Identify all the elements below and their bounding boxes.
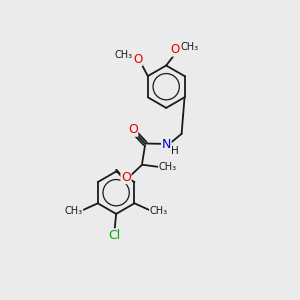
Text: CH₃: CH₃	[115, 50, 133, 60]
Text: H: H	[171, 146, 178, 157]
Text: N: N	[162, 139, 171, 152]
Text: CH₃: CH₃	[159, 162, 177, 172]
Text: CH₃: CH₃	[150, 206, 168, 216]
Text: CH₃: CH₃	[181, 42, 199, 52]
Text: O: O	[121, 171, 131, 184]
Text: Cl: Cl	[109, 229, 121, 242]
Text: O: O	[170, 43, 180, 56]
Text: O: O	[133, 52, 142, 65]
Text: O: O	[128, 123, 138, 136]
Text: CH₃: CH₃	[64, 206, 83, 216]
